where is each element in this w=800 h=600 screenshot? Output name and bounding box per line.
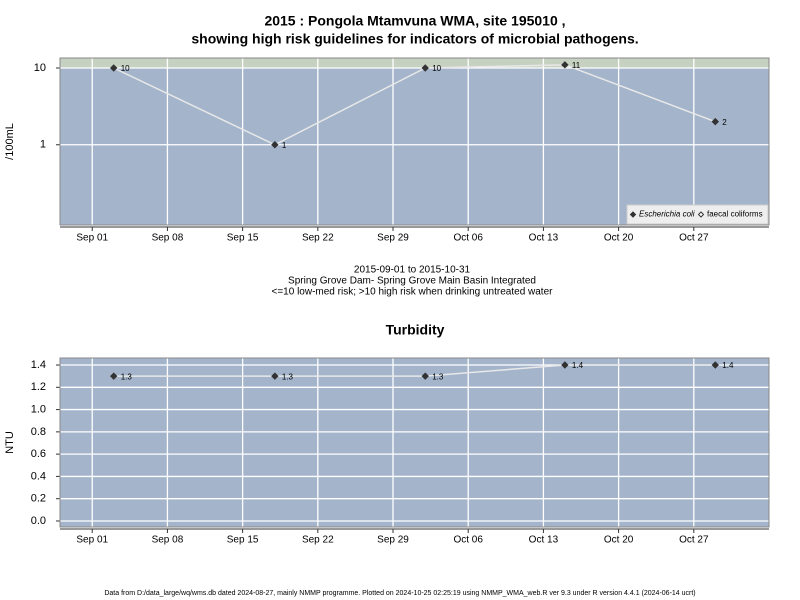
y-tick-label: 0.8 (31, 426, 46, 438)
y-tick-label: 0.6 (31, 448, 46, 460)
chart-title: showing high risk guidelines for indicat… (191, 31, 638, 47)
y-axis-label: /100mL (4, 123, 16, 160)
x-tick-label: Sep 08 (152, 233, 184, 244)
x-tick-label: Oct 20 (604, 233, 634, 244)
x-tick-label: Sep 01 (76, 535, 108, 546)
x-tick-label: Oct 27 (679, 233, 709, 244)
y-tick-label: 0.2 (31, 493, 46, 505)
x-tick-label: Sep 15 (227, 233, 259, 244)
legend-label: faecal coliforms (707, 210, 763, 219)
point (271, 372, 279, 380)
x-tick-label: Oct 20 (604, 535, 634, 546)
point (561, 61, 569, 69)
y-tick-label: 1.0 (31, 403, 46, 415)
note: Spring Grove Dam- Spring Grove Main Basi… (288, 276, 536, 287)
x-tick-label: Sep 08 (152, 535, 184, 546)
legend-marker (697, 211, 705, 218)
data-label: 1.4 (572, 361, 584, 370)
y-axis-label: NTU (4, 431, 16, 454)
point (421, 64, 429, 72)
footer: Data from D:/data_large/wq/wms.db dated … (104, 590, 695, 597)
data-label: 1.3 (282, 372, 294, 381)
plot-background (60, 58, 769, 225)
high-risk-band (60, 58, 769, 69)
y-tick-label: 1.2 (31, 381, 46, 393)
data-label: 1.3 (432, 372, 444, 381)
point (110, 64, 118, 72)
point (110, 372, 118, 380)
x-tick-label: Oct 13 (529, 233, 559, 244)
x-tick-label: Sep 29 (377, 535, 409, 546)
point (421, 372, 429, 380)
data-label: 2 (722, 118, 727, 127)
chart-title: 2015 : Pongola Mtamvuna WMA, site 195010… (264, 13, 565, 29)
x-tick-label: Sep 29 (377, 233, 409, 244)
note: 2015-09-01 to 2015-10-31 (354, 265, 471, 276)
legend-box (626, 204, 769, 225)
y-tick-label: 10 (34, 62, 46, 74)
y-tick-label: 1.4 (31, 359, 46, 371)
plot-frame (59, 357, 770, 528)
point (271, 141, 279, 149)
x-tick-label: Sep 01 (76, 233, 108, 244)
data-label: 10 (121, 64, 130, 73)
point (561, 361, 569, 369)
legend-marker (629, 211, 637, 218)
data-label: 1.3 (121, 372, 133, 381)
point (711, 361, 719, 369)
note: <=10 low-med risk; >10 high risk when dr… (272, 287, 554, 298)
y-tick-label: 0.0 (31, 515, 46, 527)
y-tick-label: 1 (40, 139, 46, 151)
data-label: 1.4 (722, 361, 734, 370)
data-label: 10 (432, 64, 441, 73)
x-tick-label: Oct 06 (453, 233, 483, 244)
x-tick-label: Oct 13 (529, 535, 559, 546)
data-label: 11 (572, 61, 581, 70)
data-label: 1 (282, 141, 287, 150)
plot-background (60, 358, 769, 527)
x-tick-label: Oct 27 (679, 535, 709, 546)
x-tick-label: Sep 15 (227, 535, 259, 546)
legend-label: Escherichia coli (639, 210, 695, 219)
x-tick-label: Sep 22 (302, 535, 334, 546)
y-tick-label: 0.4 (31, 470, 46, 482)
x-tick-label: Oct 06 (453, 535, 483, 546)
plot-frame (59, 57, 770, 226)
chart-title: Turbidity (386, 322, 445, 338)
x-tick-label: Sep 22 (302, 233, 334, 244)
point (711, 117, 719, 126)
